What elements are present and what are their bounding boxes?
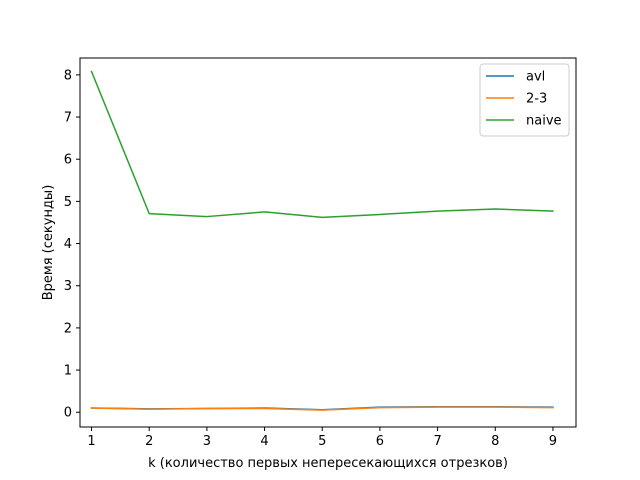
x-tick-label: 6 <box>376 434 384 449</box>
y-tick-label: 8 <box>64 68 72 83</box>
axes-frame <box>79 57 577 428</box>
series-lines <box>90 70 554 411</box>
legend-label-avl: avl <box>526 70 545 85</box>
legend-items: avl 2-3 naive <box>486 70 562 129</box>
y-tick-label: 5 <box>64 195 72 210</box>
x-axis-label: k (количество первых непересекающихся от… <box>148 456 508 471</box>
series-line-2-3 <box>90 406 554 411</box>
series-line-naive <box>90 70 554 219</box>
y-tick-label: 7 <box>64 111 72 126</box>
y-tick-label: 3 <box>64 279 72 294</box>
x-tick-label: 9 <box>549 434 557 449</box>
legend-box <box>479 63 570 137</box>
legend-label-naive: naive <box>526 114 562 129</box>
plot-area <box>79 57 577 428</box>
x-tick-label: 2 <box>145 434 153 449</box>
y-tick-label: 4 <box>64 237 72 252</box>
x-tick-label: 8 <box>491 434 499 449</box>
y-axis-ticks: 0 1 2 3 4 5 6 7 8 <box>64 68 80 421</box>
y-tick-label: 0 <box>64 406 72 421</box>
legend: avl 2-3 naive <box>479 63 570 137</box>
y-tick-label: 1 <box>64 364 72 379</box>
legend-label-2-3: 2-3 <box>526 92 547 107</box>
x-tick-label: 5 <box>318 434 326 449</box>
x-tick-label: 4 <box>260 434 268 449</box>
y-axis-label: Время (секунды) <box>41 185 56 301</box>
x-tick-label: 3 <box>203 434 211 449</box>
x-axis-ticks: 1 2 3 4 5 6 7 8 9 <box>87 427 557 449</box>
y-tick-label: 6 <box>64 153 72 168</box>
y-tick-label: 2 <box>64 321 72 336</box>
x-tick-label: 7 <box>433 434 441 449</box>
x-tick-label: 1 <box>87 434 95 449</box>
